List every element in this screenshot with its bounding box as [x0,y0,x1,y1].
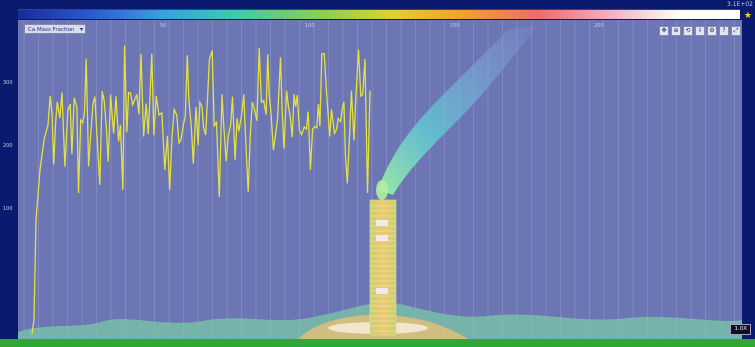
gear-icon[interactable]: ⚙ [707,26,717,36]
x-tick-label: 200 [594,23,604,29]
concentration-trace [31,45,371,335]
plot-area[interactable] [18,20,742,339]
y-tick-label: 100 [3,206,13,212]
color-scale-bar [18,9,740,19]
ground-strip [0,339,755,347]
reset-icon[interactable]: ⟲ [683,26,693,36]
pan-icon[interactable]: ✥ [659,26,669,36]
y-tick-label: 300 [3,80,13,86]
x-tick-label: 100 [305,23,315,29]
plume-core [376,180,388,200]
variable-dropdown[interactable]: Ca Mass Fraction ▾ [24,24,86,34]
y-tick-label: 200 [3,143,13,149]
plot-canvas [18,20,742,339]
zoom-level-badge[interactable]: 1.0X [730,324,751,335]
plume-cloud [378,25,538,195]
x-tick-label: 150 [450,23,460,29]
star-icon[interactable]: ★ [743,11,752,21]
fit-icon[interactable]: ⤢ [731,26,741,36]
help-icon[interactable]: ? [719,26,729,36]
zoom-icon[interactable]: ⊕ [671,26,681,36]
chevron-down-icon: ▾ [79,26,83,33]
plot-toolbar: ✥ ⊕ ⟲ ⇩ ⚙ ? ⤢ [659,26,741,36]
variable-dropdown-label: Ca Mass Fraction [28,27,75,33]
color-scale-max-label: 3.1E+02 [727,1,753,8]
x-tick-label: 50 [160,23,167,29]
export-icon[interactable]: ⇩ [695,26,705,36]
vertical-gridlines [23,20,735,339]
